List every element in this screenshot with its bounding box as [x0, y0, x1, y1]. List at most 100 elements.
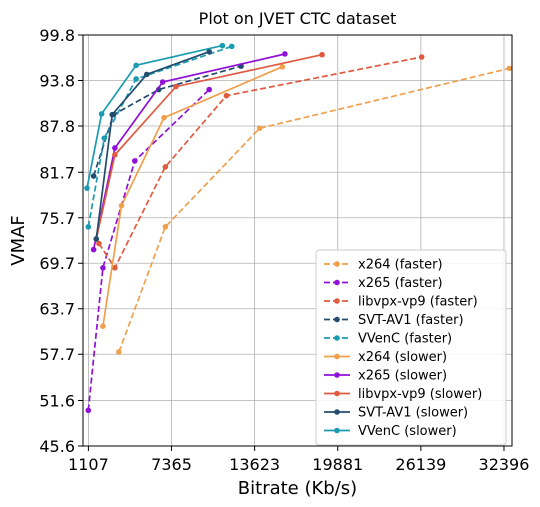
y-tick-label: 51.6 [39, 392, 75, 411]
x-tick-label: 19881 [312, 455, 363, 474]
legend-item: x264 (slower) [324, 350, 447, 365]
legend-label: SVT-AV1 (faster) [358, 313, 464, 328]
data-point [279, 64, 286, 70]
data-point [112, 145, 118, 151]
series-line [98, 56, 422, 270]
legend-item: libvpx-vp9 (slower) [324, 387, 482, 402]
data-point [159, 79, 166, 85]
data-point [418, 54, 425, 60]
x-tick-label: 32396 [479, 455, 530, 474]
legend: x264 (faster) x265 (faster) libvpx-vp9 (fa… [315, 249, 507, 446]
plot-frame [82, 34, 513, 447]
series-line [86, 44, 223, 189]
data-point [90, 246, 97, 253]
series-libvpx-vp9-faster [96, 54, 425, 271]
y-axis-label: VMAF [8, 215, 29, 266]
data-point [101, 135, 108, 141]
data-point [100, 323, 106, 329]
data-point [118, 202, 125, 209]
data-point [100, 264, 106, 271]
x-tick-label: 1107 [68, 455, 109, 474]
legend-item: SVT-AV1 (faster) [324, 313, 464, 328]
data-point [96, 240, 102, 247]
data-point [162, 164, 169, 170]
data-point [161, 114, 167, 121]
legend-item: x265 (faster) [324, 276, 443, 291]
data-point [219, 42, 226, 49]
legend-label: VVenC (slower) [358, 424, 457, 439]
series-svt-av1-slower [93, 48, 212, 242]
legend-marker [334, 390, 340, 397]
x-tick-label: 26139 [395, 455, 446, 474]
series-x264-slower [100, 64, 286, 329]
y-tick-label: 69.7 [39, 254, 75, 273]
y-tick-label: 75.7 [39, 209, 75, 228]
data-point [143, 71, 150, 78]
data-point [116, 349, 122, 355]
grid [83, 34, 512, 447]
legend-label: x264 (faster) [358, 258, 443, 273]
data-point [131, 158, 138, 164]
legend-label: libvpx-vp9 (slower) [358, 387, 482, 402]
legend-label: SVT-AV1 (slower) [358, 406, 468, 421]
legend-marker [334, 353, 340, 360]
data-point [112, 264, 118, 271]
x-tick-label: 7365 [151, 455, 192, 474]
series-vvenc-faster [85, 43, 235, 230]
legend-item: x265 (slower) [324, 369, 447, 384]
y-tick-label: 99.8 [39, 26, 75, 45]
x-axis-label: Bitrate (Kb/s) [238, 478, 357, 499]
chart-title: Plot on JVET CTC dataset [199, 9, 397, 28]
legend-item: libvpx-vp9 (faster) [324, 295, 478, 310]
series-vvenc-slower [84, 42, 226, 191]
data-point [173, 83, 179, 90]
legend-item: SVT-AV1 (slower) [324, 406, 468, 421]
legend-item: VVenC (slower) [324, 424, 457, 439]
y-tick-label: 93.8 [39, 71, 75, 90]
y-tick-label: 87.8 [39, 117, 75, 136]
legend-marker [334, 298, 340, 304]
data-point [206, 86, 212, 93]
series-x265-slower [90, 51, 288, 253]
series-line [87, 45, 233, 228]
data-point [85, 224, 92, 230]
data-point [162, 224, 169, 230]
data-point [228, 43, 235, 50]
data-point [256, 125, 263, 132]
data-point [206, 48, 212, 55]
legend-marker [334, 427, 340, 434]
legend-marker [334, 335, 340, 341]
data-point [133, 76, 139, 82]
y-tick-label: 81.7 [39, 163, 75, 182]
legend-marker [334, 372, 340, 378]
data-point [133, 62, 139, 69]
data-point [98, 111, 105, 117]
ticks: 1107 7365 13623 19881 26139 32396 45.6 51.6 57.7… [39, 26, 529, 474]
data-point [109, 111, 116, 118]
legend-box [315, 249, 507, 446]
series-line [95, 50, 210, 240]
series-layer [84, 42, 513, 414]
series-line [87, 88, 210, 411]
series-line [95, 53, 323, 240]
data-point [85, 407, 92, 414]
legend-label: libvpx-vp9 (faster) [358, 295, 478, 310]
series-line [92, 65, 242, 177]
x-tick-label: 13623 [229, 455, 280, 474]
series-x265-faster [85, 86, 212, 414]
y-tick-label: 57.7 [39, 345, 75, 364]
data-point [319, 51, 325, 58]
legend-marker [334, 409, 340, 415]
data-point [84, 185, 90, 191]
legend-item: VVenC (faster) [324, 332, 452, 347]
series-line [118, 67, 510, 353]
series-line [92, 53, 286, 250]
series-line [102, 66, 283, 327]
legend-label: x265 (faster) [358, 276, 443, 291]
legend-item: x264 (faster) [324, 258, 443, 273]
y-tick-label: 63.7 [39, 300, 75, 319]
legend-label: x264 (slower) [358, 350, 447, 365]
data-point [90, 173, 97, 179]
data-point [282, 51, 288, 57]
